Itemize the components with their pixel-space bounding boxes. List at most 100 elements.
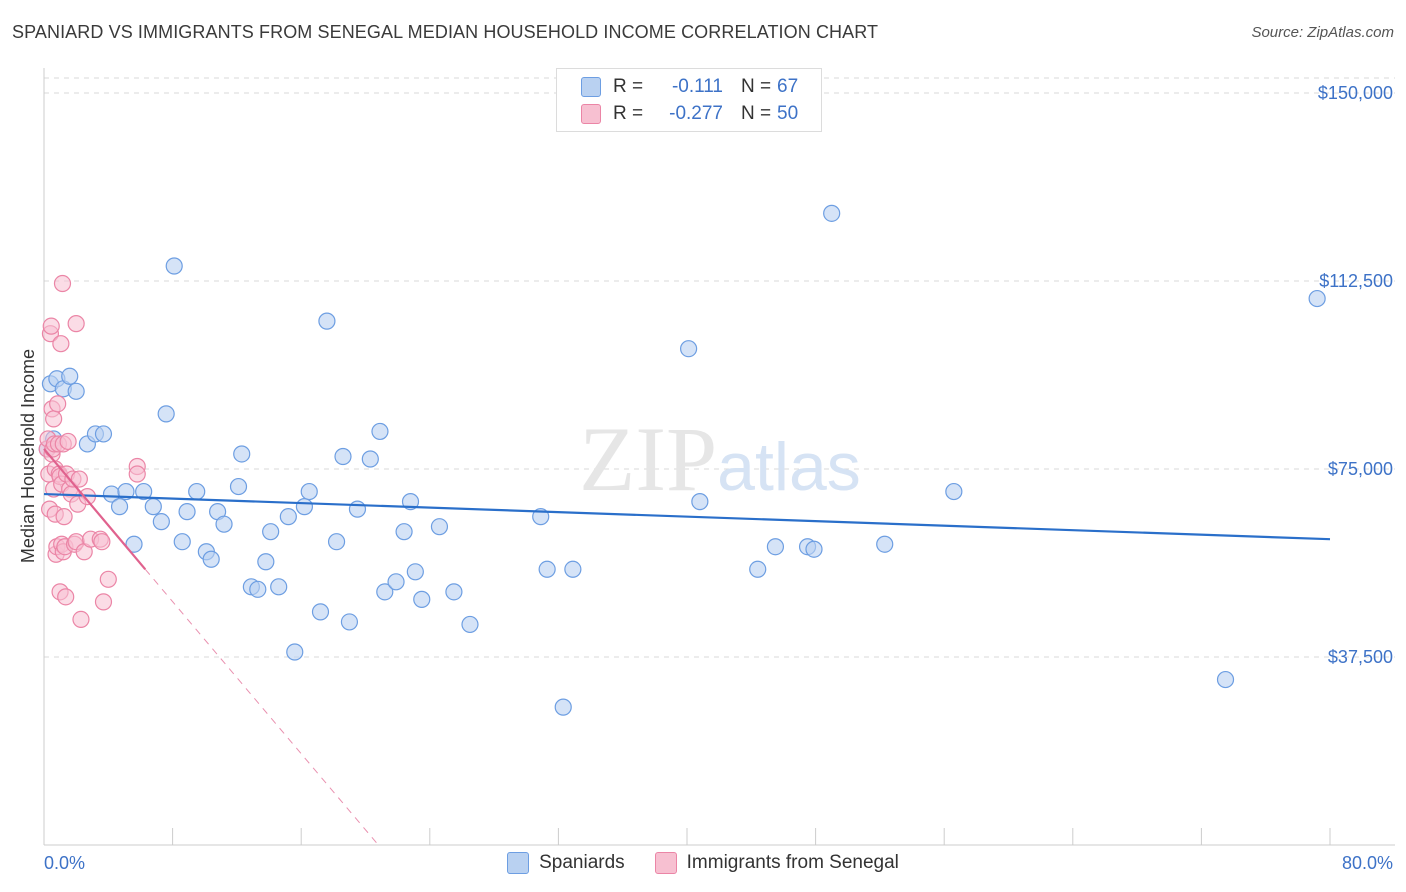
point-spaniards: [340, 613, 359, 631]
point-spaniards: [361, 450, 379, 468]
point-senegal: [57, 588, 75, 606]
point-senegal: [49, 395, 67, 413]
point-spaniards: [286, 643, 304, 661]
point-spaniards: [311, 603, 330, 621]
point-spaniards: [94, 425, 113, 443]
point-spaniards: [144, 498, 162, 516]
point-senegal: [52, 335, 70, 353]
point-senegal: [42, 317, 60, 335]
y-tick-labels: $37,500 $75,000 $112,500 $150,000: [1318, 83, 1393, 667]
legend-swatch-blue: [581, 77, 601, 97]
point-spaniards: [395, 523, 413, 541]
point-spaniards: [1308, 289, 1326, 308]
point-spaniards: [554, 698, 572, 716]
point-spaniards: [691, 493, 709, 511]
point-spaniards: [188, 482, 206, 501]
point-spaniards: [1216, 670, 1235, 689]
trend-line-spaniards: [43, 492, 1331, 541]
point-spaniards: [413, 590, 431, 608]
point-spaniards: [406, 563, 424, 581]
grid-lines: [44, 77, 1395, 658]
point-spaniards: [233, 445, 251, 463]
y-tick-label: $37,500: [1328, 647, 1393, 667]
point-spaniards: [318, 312, 336, 330]
point-spaniards: [279, 508, 297, 526]
point-senegal: [128, 465, 146, 483]
point-senegal: [67, 315, 85, 333]
point-spaniards: [300, 482, 318, 501]
point-senegal: [55, 508, 73, 526]
point-spaniards: [823, 204, 841, 222]
y-tick-label: $112,500: [1319, 271, 1393, 291]
point-spaniards: [202, 550, 220, 568]
point-spaniards: [152, 513, 170, 531]
point-spaniards: [387, 573, 405, 591]
point-spaniards: [430, 518, 449, 536]
point-spaniards: [371, 422, 389, 441]
point-senegal: [99, 570, 117, 588]
trend-lines: [43, 448, 1331, 846]
point-senegal: [93, 533, 111, 551]
point-spaniards: [680, 340, 698, 358]
watermark-atlas: atlas: [717, 429, 861, 505]
point-spaniards: [766, 538, 785, 556]
point-spaniards: [165, 257, 183, 275]
legend-swatch-pink: [654, 852, 677, 874]
point-spaniards: [117, 482, 135, 501]
legend-item-senegal[interactable]: Immigrants from Senegal: [654, 852, 899, 874]
x-tick-label-min: 0.0%: [44, 853, 85, 873]
y-axis-label: Median Household Income: [18, 349, 38, 563]
series-senegal: [38, 274, 146, 629]
correlation-legend: R = -0.111 N = 67 R = -0.277 N = 50: [556, 68, 822, 132]
point-spaniards: [173, 533, 191, 551]
point-spaniards: [229, 477, 248, 496]
watermark-zip: ZIP: [579, 408, 717, 510]
legend-item-spaniards[interactable]: Spaniards: [507, 852, 625, 874]
x-tick-labels: 0.0% 80.0%: [44, 853, 1393, 873]
point-senegal: [53, 274, 72, 293]
y-tick-label: $150,000: [1318, 83, 1393, 103]
point-spaniards: [215, 515, 233, 533]
series-legend: Spaniards Immigrants from Senegal: [0, 852, 1406, 874]
legend-row-senegal: R = -0.277 N = 50: [581, 102, 798, 126]
legend-label: Spaniards: [539, 852, 625, 873]
point-spaniards: [110, 498, 129, 516]
point-spaniards: [445, 583, 463, 601]
point-spaniards: [945, 482, 963, 501]
point-spaniards: [257, 553, 275, 571]
point-spaniards: [749, 560, 767, 578]
watermark: ZIPatlas: [579, 408, 861, 510]
chart-title: SPANIARD VS IMMIGRANTS FROM SENEGAL MEDI…: [12, 22, 879, 42]
r-value: -0.111: [671, 76, 723, 97]
n-value: 50: [777, 103, 799, 124]
r-label: R =: [613, 76, 644, 97]
point-spaniards: [295, 498, 314, 516]
point-spaniards: [262, 523, 280, 541]
point-spaniards: [327, 533, 346, 551]
point-spaniards: [270, 578, 288, 596]
point-spaniards: [876, 535, 894, 553]
point-spaniards: [249, 580, 267, 598]
source-credit: Source: ZipAtlas.com: [1251, 24, 1394, 41]
point-spaniards: [61, 367, 79, 385]
point-senegal: [70, 470, 88, 488]
point-spaniards: [157, 405, 175, 423]
r-value: -0.277: [669, 103, 723, 124]
legend-swatch-blue: [507, 852, 530, 874]
point-spaniards: [348, 500, 367, 518]
y-tick-label: $75,000: [1328, 459, 1393, 479]
point-senegal: [59, 432, 77, 451]
trend-line-senegal-extrapolated: [144, 568, 379, 846]
point-spaniards: [564, 560, 582, 578]
trend-line-senegal: [43, 448, 147, 570]
point-spaniards: [125, 535, 143, 553]
legend-label: Immigrants from Senegal: [686, 852, 899, 873]
point-spaniards: [805, 540, 823, 558]
x-tick-label-max: 80.0%: [1342, 853, 1393, 873]
point-spaniards: [376, 583, 394, 601]
point-spaniards: [401, 493, 420, 511]
r-label: R =: [613, 103, 644, 124]
point-spaniards: [135, 482, 153, 501]
point-spaniards: [461, 615, 479, 634]
